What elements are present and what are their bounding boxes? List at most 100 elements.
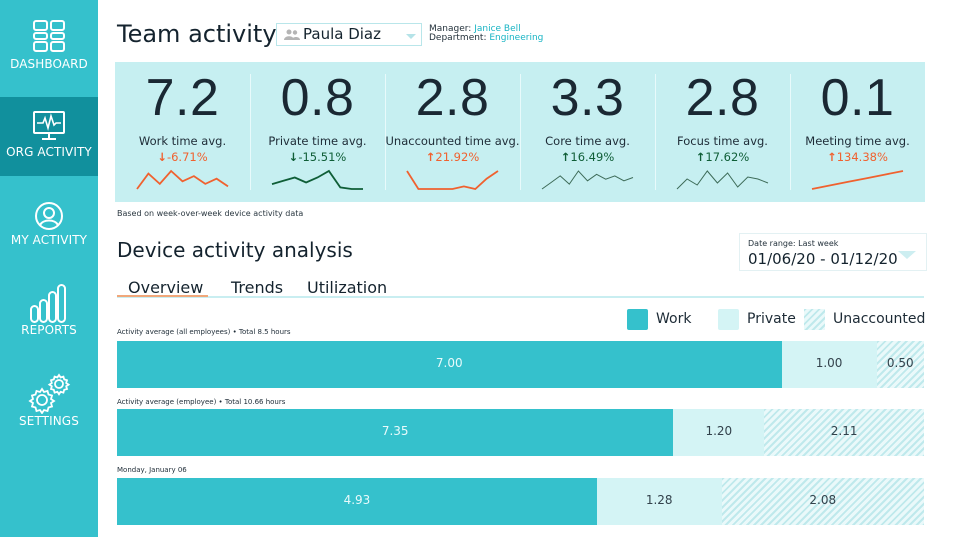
department-info: Department: Engineering — [429, 33, 543, 43]
bar-segment-work[interactable] — [117, 409, 674, 456]
kpi-delta: ↓-6.71% — [115, 150, 250, 164]
bar-segment-private[interactable] — [673, 409, 765, 456]
manager-label: Manager: — [429, 24, 472, 34]
kpi-label: Work time avg. — [138, 134, 227, 148]
sidebar-item-my-activity[interactable]: MY ACTIVITY — [0, 196, 98, 256]
kpi-delta-value: 134.38% — [836, 150, 888, 164]
people-icon — [284, 29, 300, 40]
kpi-delta-value: -15.51% — [298, 150, 347, 164]
kpi-divider — [790, 74, 791, 190]
arrow-up-icon: ↑ — [560, 150, 571, 164]
kpi-delta: ↑134.38% — [790, 150, 925, 164]
sparkline — [676, 170, 769, 190]
kpi-label: Meeting time avg. — [805, 134, 910, 148]
arrow-down-icon: ↓ — [288, 150, 299, 164]
bar-segment-work[interactable] — [117, 341, 782, 388]
bar-segment-work[interactable] — [117, 478, 597, 525]
sidebar-item-settings[interactable]: SETTINGS — [0, 372, 98, 438]
kpi-divider — [385, 74, 386, 190]
kpi-delta-value: 21.92% — [435, 150, 480, 164]
kpi-value: 2.8 — [685, 69, 760, 127]
sidebar-item-label: REPORTS — [21, 323, 77, 337]
date-range-value: 01/06/20 - 01/12/20 — [748, 250, 898, 268]
kpi-delta: ↑17.62% — [655, 150, 790, 164]
sparkline-path — [676, 170, 769, 190]
bar-segment-label: 7.35 — [381, 424, 409, 438]
department-label: Department: — [429, 33, 487, 43]
bar-segment-label: 2.11 — [830, 424, 858, 438]
kpi-divider — [655, 74, 656, 190]
activity-bar: 4.93 1.28 2.08 — [117, 478, 924, 525]
activity-bar: 7.00 1.00 0.50 — [117, 341, 924, 388]
kpi-card: 3.3 Core time avg. ↑16.49% — [520, 62, 655, 202]
kpi-delta: ↑16.49% — [520, 150, 655, 164]
dashboard-icon — [33, 20, 65, 52]
date-range-label: Date range: Last week — [748, 239, 839, 248]
legend-swatch-work — [627, 309, 648, 330]
legend-label: Private — [747, 311, 796, 327]
chevron-down-icon — [898, 251, 916, 259]
kpi-delta: ↑21.92% — [385, 150, 520, 164]
kpi-value: 3.3 — [550, 69, 625, 127]
arrow-up-icon: ↑ — [425, 150, 436, 164]
gears-icon — [28, 373, 71, 414]
page-title: Team activity — [117, 20, 277, 48]
tab-utilization[interactable]: Utilization — [307, 278, 388, 297]
tab-trends[interactable]: Trends — [231, 278, 284, 297]
arrow-down-icon: ↓ — [157, 150, 167, 164]
user-circle-icon — [35, 202, 63, 230]
section-title: Device activity analysis — [117, 238, 353, 262]
tabs-divider — [117, 296, 924, 298]
bar-segment-label: 1.00 — [815, 356, 843, 370]
sparkline — [811, 170, 904, 190]
kpi-card: 0.1 Meeting time avg. ↑134.38% — [790, 62, 925, 202]
bar-segment-label: 1.28 — [645, 493, 673, 507]
sparkline-path — [541, 170, 634, 190]
bar-caption: Activity average (employee) • Total 10.6… — [117, 398, 286, 406]
sidebar-item-dashboard[interactable]: DASHBOARD — [0, 0, 98, 96]
bar-caption: Activity average (all employees) • Total… — [117, 328, 291, 336]
sidebar-item-label: DASHBOARD — [10, 57, 88, 71]
kpi-card: 2.8 Focus time avg. ↑17.62% — [655, 62, 790, 202]
sparkline — [271, 169, 363, 190]
kpi-divider — [250, 74, 251, 190]
arrow-up-icon: ↑ — [695, 150, 706, 164]
sparkline — [406, 170, 499, 190]
bar-segment-private[interactable] — [781, 341, 877, 388]
legend-label: Work — [656, 311, 692, 327]
bar-segment-unaccounted[interactable] — [721, 478, 924, 525]
bar-segment-label: 0.50 — [886, 356, 914, 370]
kpi-value: 0.8 — [280, 69, 355, 127]
bar-segment-unaccounted[interactable] — [876, 341, 924, 388]
sidebar-item-label: MY ACTIVITY — [10, 233, 88, 247]
data-note: Based on week-over-week device activity … — [117, 209, 304, 218]
sidebar-item-org-activity[interactable]: ORG ACTIVITY — [0, 97, 98, 176]
legend-swatch-unaccounted — [804, 309, 825, 330]
chevron-down-icon — [406, 34, 416, 39]
sidebar-item-reports[interactable]: REPORTS — [0, 282, 98, 346]
bar-segment-label: 7.00 — [435, 356, 463, 370]
employee-select[interactable]: Paula Diaz — [276, 23, 422, 46]
bar-segment-private[interactable] — [596, 478, 722, 525]
sidebar-item-label: SETTINGS — [19, 414, 79, 428]
kpi-band: 7.2 Work time avg. ↓-6.71% 0.8 Private time … — [115, 62, 925, 202]
kpi-card: 2.8 Unaccounted time avg. ↑21.92% — [385, 62, 520, 202]
bar-chart-icon — [30, 284, 66, 323]
sparkline — [136, 169, 229, 190]
kpi-value: 7.2 — [145, 69, 220, 127]
activity-bar: 7.35 1.20 2.11 — [117, 409, 924, 456]
kpi-delta-value: 17.62% — [705, 150, 750, 164]
sparkline-path — [136, 169, 229, 190]
legend-label: Unaccounted — [833, 311, 926, 327]
bar-segment-unaccounted[interactable] — [764, 409, 924, 456]
sparkline-path — [271, 169, 363, 190]
bar-segment-label: 2.08 — [809, 493, 837, 507]
date-range-select[interactable]: Date range: Last week 01/06/20 - 01/12/2… — [739, 233, 927, 271]
kpi-label: Core time avg. — [545, 134, 630, 148]
bar-segment-label: 1.20 — [705, 424, 733, 438]
department-value: Engineering — [489, 33, 544, 43]
kpi-value: 0.1 — [820, 69, 895, 127]
manager-info: Manager: Janice Bell — [429, 24, 521, 34]
kpi-label: Private time avg. — [268, 134, 367, 148]
tab-overview[interactable]: Overview — [128, 278, 204, 297]
